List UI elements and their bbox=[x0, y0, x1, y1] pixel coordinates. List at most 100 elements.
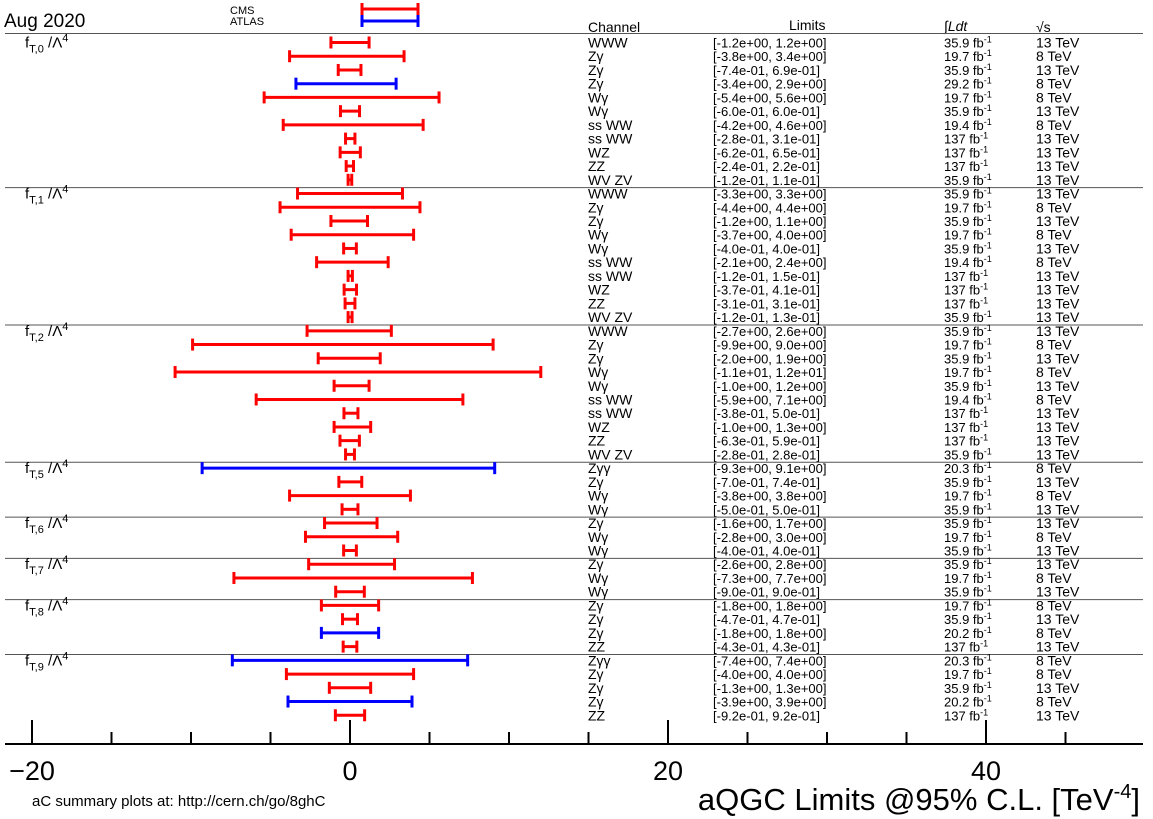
row-limits: [-3.3e+00, 3.3e+00] bbox=[713, 187, 826, 202]
row-energy: 13 TeV bbox=[1036, 158, 1080, 174]
row-energy: 13 TeV bbox=[1036, 186, 1080, 202]
row-channel: Zγ bbox=[588, 474, 604, 490]
row-channel: Zγ bbox=[588, 515, 604, 531]
row-channel: ss WW bbox=[588, 117, 633, 133]
row-limits: [-2.8e-01, 3.1e-01] bbox=[713, 132, 820, 147]
row-lumi: 19.7 fb-1 bbox=[944, 488, 992, 504]
row-energy: 8 TeV bbox=[1036, 694, 1072, 710]
row-energy: 13 TeV bbox=[1036, 309, 1080, 325]
row-channel: Wγ bbox=[588, 103, 608, 119]
row-channel: Zγ bbox=[588, 597, 604, 613]
row-channel: WWW bbox=[588, 323, 628, 339]
row-limits: [-1.0e+00, 1.2e+00] bbox=[713, 379, 826, 394]
row-limits: [-7.4e-01, 6.9e-01] bbox=[713, 63, 820, 78]
row-lumi: 19.7 fb-1 bbox=[944, 48, 992, 64]
row-energy: 8 TeV bbox=[1036, 570, 1072, 586]
row-limits: [-3.4e+00, 2.9e+00] bbox=[713, 77, 826, 92]
chart-rows: fT,0 /Λ4 WWW [-1.2e+00, 1.2e+00] 35.9 fb-1 1… bbox=[5, 33, 1143, 723]
row-limits: [-3.7e-01, 4.1e-01] bbox=[713, 283, 820, 298]
row-channel: Wγ bbox=[588, 227, 608, 243]
row-channel: ZZ bbox=[588, 639, 606, 655]
row-energy: 13 TeV bbox=[1036, 131, 1080, 147]
row-lumi: 19.7 fb-1 bbox=[944, 570, 992, 586]
row-lumi: 19.7 fb-1 bbox=[944, 337, 992, 353]
row-channel: Zγ bbox=[588, 76, 604, 92]
row-limits: [-7.3e+00, 7.7e+00] bbox=[713, 571, 826, 586]
row-energy: 13 TeV bbox=[1036, 584, 1080, 600]
row-limits: [-2.1e+00, 2.4e+00] bbox=[713, 255, 826, 270]
group-label-T2: fT,2 /Λ4 bbox=[25, 321, 68, 344]
row-limits: [-1.6e+00, 1.7e+00] bbox=[713, 516, 826, 531]
row-channel: Zγ bbox=[588, 213, 604, 229]
row-limits: [-1.2e+00, 1.1e+00] bbox=[713, 214, 826, 229]
row-energy: 8 TeV bbox=[1036, 89, 1072, 105]
row-limits: [-7.0e-01, 7.4e-01] bbox=[713, 475, 820, 490]
row-channel: Zγγ bbox=[588, 652, 611, 668]
row-limits: [-6.0e-01, 6.0e-01] bbox=[713, 104, 820, 119]
row-limits: [-6.3e-01, 5.9e-01] bbox=[713, 434, 820, 449]
group-label-T1: fT,1 /Λ4 bbox=[25, 184, 68, 207]
legend-atlas-label: ATLAS bbox=[230, 16, 264, 28]
row-energy: 13 TeV bbox=[1036, 350, 1080, 366]
row-energy: 13 TeV bbox=[1036, 707, 1080, 723]
row-energy: 8 TeV bbox=[1036, 460, 1072, 476]
row-energy: 8 TeV bbox=[1036, 488, 1072, 504]
column-header-lumi: ∫Ldt bbox=[943, 18, 968, 35]
row-energy: 13 TeV bbox=[1036, 543, 1080, 559]
row-channel: Wγ bbox=[588, 488, 608, 504]
row-limits: [-3.8e+00, 3.4e+00] bbox=[713, 49, 826, 64]
row-energy: 13 TeV bbox=[1036, 144, 1080, 160]
summary-link-text: aC summary plots at: http://cern.ch/go/8… bbox=[32, 793, 326, 810]
x-tick-label: 20 bbox=[653, 756, 683, 786]
row-lumi: 35.9 fb-1 bbox=[944, 172, 992, 188]
row-limits: [-5.9e+00, 7.1e+00] bbox=[713, 392, 826, 407]
column-header-channel: Channel bbox=[588, 19, 640, 35]
row-channel: Wγ bbox=[588, 240, 608, 256]
column-header-limits: Limits bbox=[789, 17, 826, 33]
row-lumi: 35.9 fb-1 bbox=[944, 446, 992, 462]
row-energy: 8 TeV bbox=[1036, 652, 1072, 668]
row-limits: [-2.8e-01, 2.8e-01] bbox=[713, 447, 820, 462]
row-energy: 13 TeV bbox=[1036, 172, 1080, 188]
row-channel: Zγ bbox=[588, 611, 604, 627]
row-energy: 13 TeV bbox=[1036, 213, 1080, 229]
row-energy: 13 TeV bbox=[1036, 474, 1080, 490]
row-lumi: 137 fb-1 bbox=[944, 419, 988, 435]
row-lumi: 137 fb-1 bbox=[944, 268, 988, 284]
row-energy: 8 TeV bbox=[1036, 117, 1072, 133]
row-limits: [-1.2e-01, 1.1e-01] bbox=[713, 173, 820, 188]
row-channel: Zγ bbox=[588, 666, 604, 682]
row-lumi: 19.4 fb-1 bbox=[944, 391, 992, 407]
row-lumi: 35.9 fb-1 bbox=[944, 186, 992, 202]
row-lumi: 19.4 fb-1 bbox=[944, 254, 992, 270]
row-channel: WZ bbox=[588, 144, 610, 160]
row-energy: 8 TeV bbox=[1036, 199, 1072, 215]
row-energy: 8 TeV bbox=[1036, 337, 1072, 353]
row-channel: Wγ bbox=[588, 501, 608, 517]
row-channel: Wγ bbox=[588, 584, 608, 600]
row-lumi: 35.9 fb-1 bbox=[944, 501, 992, 517]
row-energy: 8 TeV bbox=[1036, 597, 1072, 613]
row-channel: Zγγ bbox=[588, 460, 611, 476]
row-lumi: 35.9 fb-1 bbox=[944, 611, 992, 627]
x-tick-label: −20 bbox=[9, 756, 55, 786]
row-lumi: 35.9 fb-1 bbox=[944, 543, 992, 559]
row-limits: [-3.9e+00, 3.9e+00] bbox=[713, 695, 826, 710]
row-limits: [-9.2e-01, 9.2e-01] bbox=[713, 708, 820, 723]
row-channel: Zγ bbox=[588, 48, 604, 64]
row-lumi: 20.3 fb-1 bbox=[944, 460, 992, 476]
row-channel: Zγ bbox=[588, 680, 604, 696]
row-channel: Zγ bbox=[588, 350, 604, 366]
row-channel: ss WW bbox=[588, 254, 633, 270]
row-lumi: 19.7 fb-1 bbox=[944, 89, 992, 105]
row-lumi: 19.4 fb-1 bbox=[944, 117, 992, 133]
row-lumi: 137 fb-1 bbox=[944, 282, 988, 298]
row-limits: [-4.0e-01, 4.0e-01] bbox=[713, 241, 820, 256]
date-label: Aug 2020 bbox=[4, 11, 85, 32]
row-lumi: 137 fb-1 bbox=[944, 433, 988, 449]
row-channel: Zγ bbox=[588, 556, 604, 572]
row-lumi: 35.9 fb-1 bbox=[944, 240, 992, 256]
row-lumi: 35.9 fb-1 bbox=[944, 323, 992, 339]
row-channel: Wγ bbox=[588, 529, 608, 545]
